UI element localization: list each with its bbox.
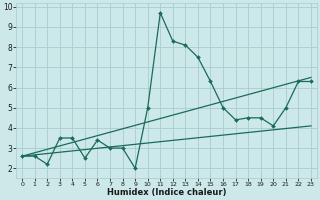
X-axis label: Humidex (Indice chaleur): Humidex (Indice chaleur) [107, 188, 226, 197]
